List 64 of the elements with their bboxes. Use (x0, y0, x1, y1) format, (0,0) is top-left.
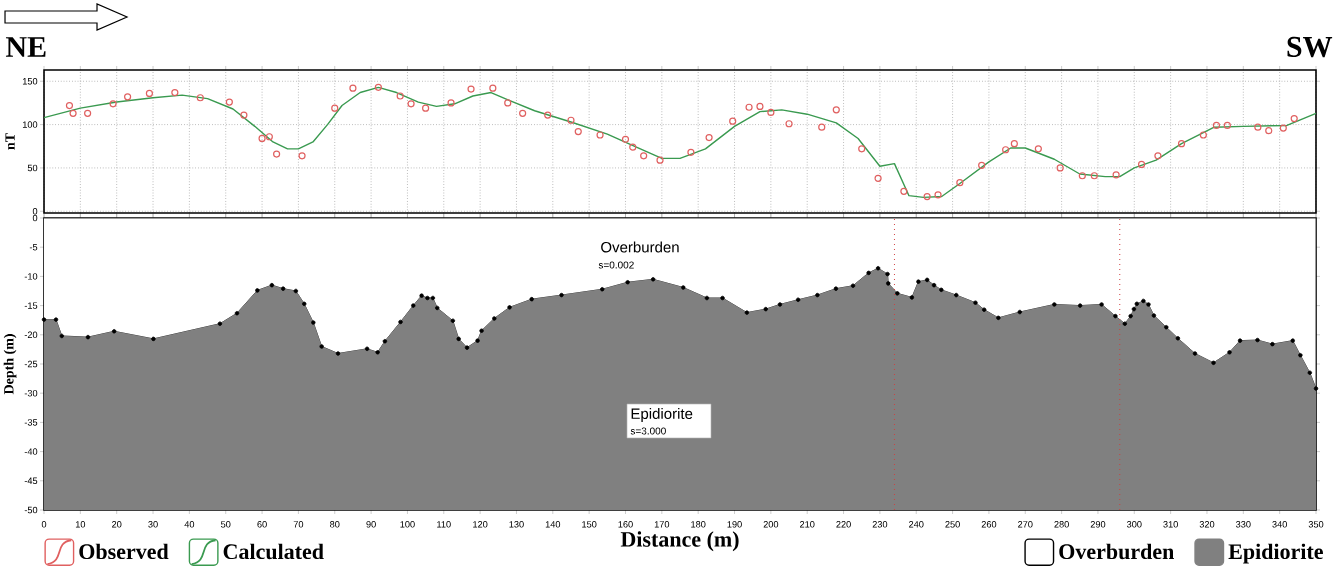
y-tick-label: -30 (24, 389, 38, 397)
y-tick-label: -20 (24, 331, 38, 339)
legend-label: Observed (79, 543, 169, 560)
x-tick-label: 200 (763, 521, 779, 528)
y-axis-title: Depth (m) (3, 334, 17, 395)
x-tick-label: 40 (184, 521, 195, 528)
legend-label: Epidiorite (1228, 543, 1323, 564)
x-tick-label: 70 (293, 521, 304, 528)
x-tick-label: 340 (1272, 521, 1287, 528)
annotation: Epidiorite (631, 408, 693, 422)
x-tick-label: 300 (1126, 521, 1142, 528)
text: SW (1287, 36, 1333, 58)
x-tick-label: 130 (509, 521, 524, 528)
x-tick-label: 210 (800, 521, 815, 528)
x-tick-label: 140 (545, 521, 561, 528)
legend-label: Calculated (223, 543, 324, 560)
x-tick-label: 290 (1090, 521, 1106, 528)
text: NE (5, 37, 46, 57)
y-tick-label: -35 (24, 419, 38, 426)
x-tick-label: 20 (112, 521, 122, 528)
x-tick-label: 110 (437, 521, 451, 528)
x-tick-label: 190 (727, 521, 742, 528)
y-tick-label: 50 (27, 164, 38, 172)
x-tick-label: 320 (1199, 521, 1215, 528)
y-tick-label: 0 (32, 214, 38, 222)
x-tick-label: 310 (1163, 521, 1178, 528)
x-tick-label: 330 (1235, 521, 1251, 528)
y-tick-label: 100 (22, 121, 38, 128)
x-tick-label: 180 (691, 521, 706, 528)
y-tick-label: -15 (24, 302, 38, 309)
x-tick-label: 60 (257, 521, 267, 528)
y-tick-label: 0 (32, 208, 38, 215)
x-tick-label: 0 (41, 521, 47, 528)
legend-label: Overburden (1059, 543, 1174, 560)
y-tick-label: -10 (24, 273, 38, 280)
x-tick-label: 260 (981, 521, 997, 528)
x-tick-label: 270 (1018, 521, 1033, 528)
x-axis-title: Distance (m) (620, 531, 739, 552)
x-tick-label: 240 (909, 521, 924, 528)
x-tick-label: 30 (148, 521, 158, 528)
y-tick-label: -40 (24, 448, 38, 455)
x-tick-label: 150 (582, 521, 597, 528)
x-tick-label: 100 (400, 521, 415, 528)
annotation: s=3.000 (630, 427, 666, 435)
x-tick-label: 280 (1054, 521, 1069, 528)
y-tick-label: -5 (29, 243, 38, 251)
x-tick-label: 90 (366, 521, 376, 528)
x-tick-label: 160 (618, 521, 633, 528)
x-tick-label: 50 (220, 521, 231, 528)
y-tick-label: -45 (24, 477, 38, 485)
y-tick-label: 150 (22, 78, 38, 85)
x-tick-label: 350 (1308, 521, 1324, 528)
y-axis-title: nT (5, 133, 15, 150)
x-tick-label: 250 (945, 521, 960, 528)
annotation: s=0.002 (598, 261, 634, 269)
x-tick-label: 10 (75, 521, 86, 528)
x-tick-label: 220 (836, 521, 851, 528)
x-tick-label: 120 (473, 521, 488, 528)
y-tick-label: -50 (24, 506, 38, 514)
x-tick-label: 230 (872, 521, 888, 528)
y-tick-label: -25 (24, 360, 38, 368)
annotation: Overburden (601, 241, 679, 253)
x-tick-label: 80 (330, 521, 340, 528)
x-tick-label: 170 (654, 521, 670, 528)
